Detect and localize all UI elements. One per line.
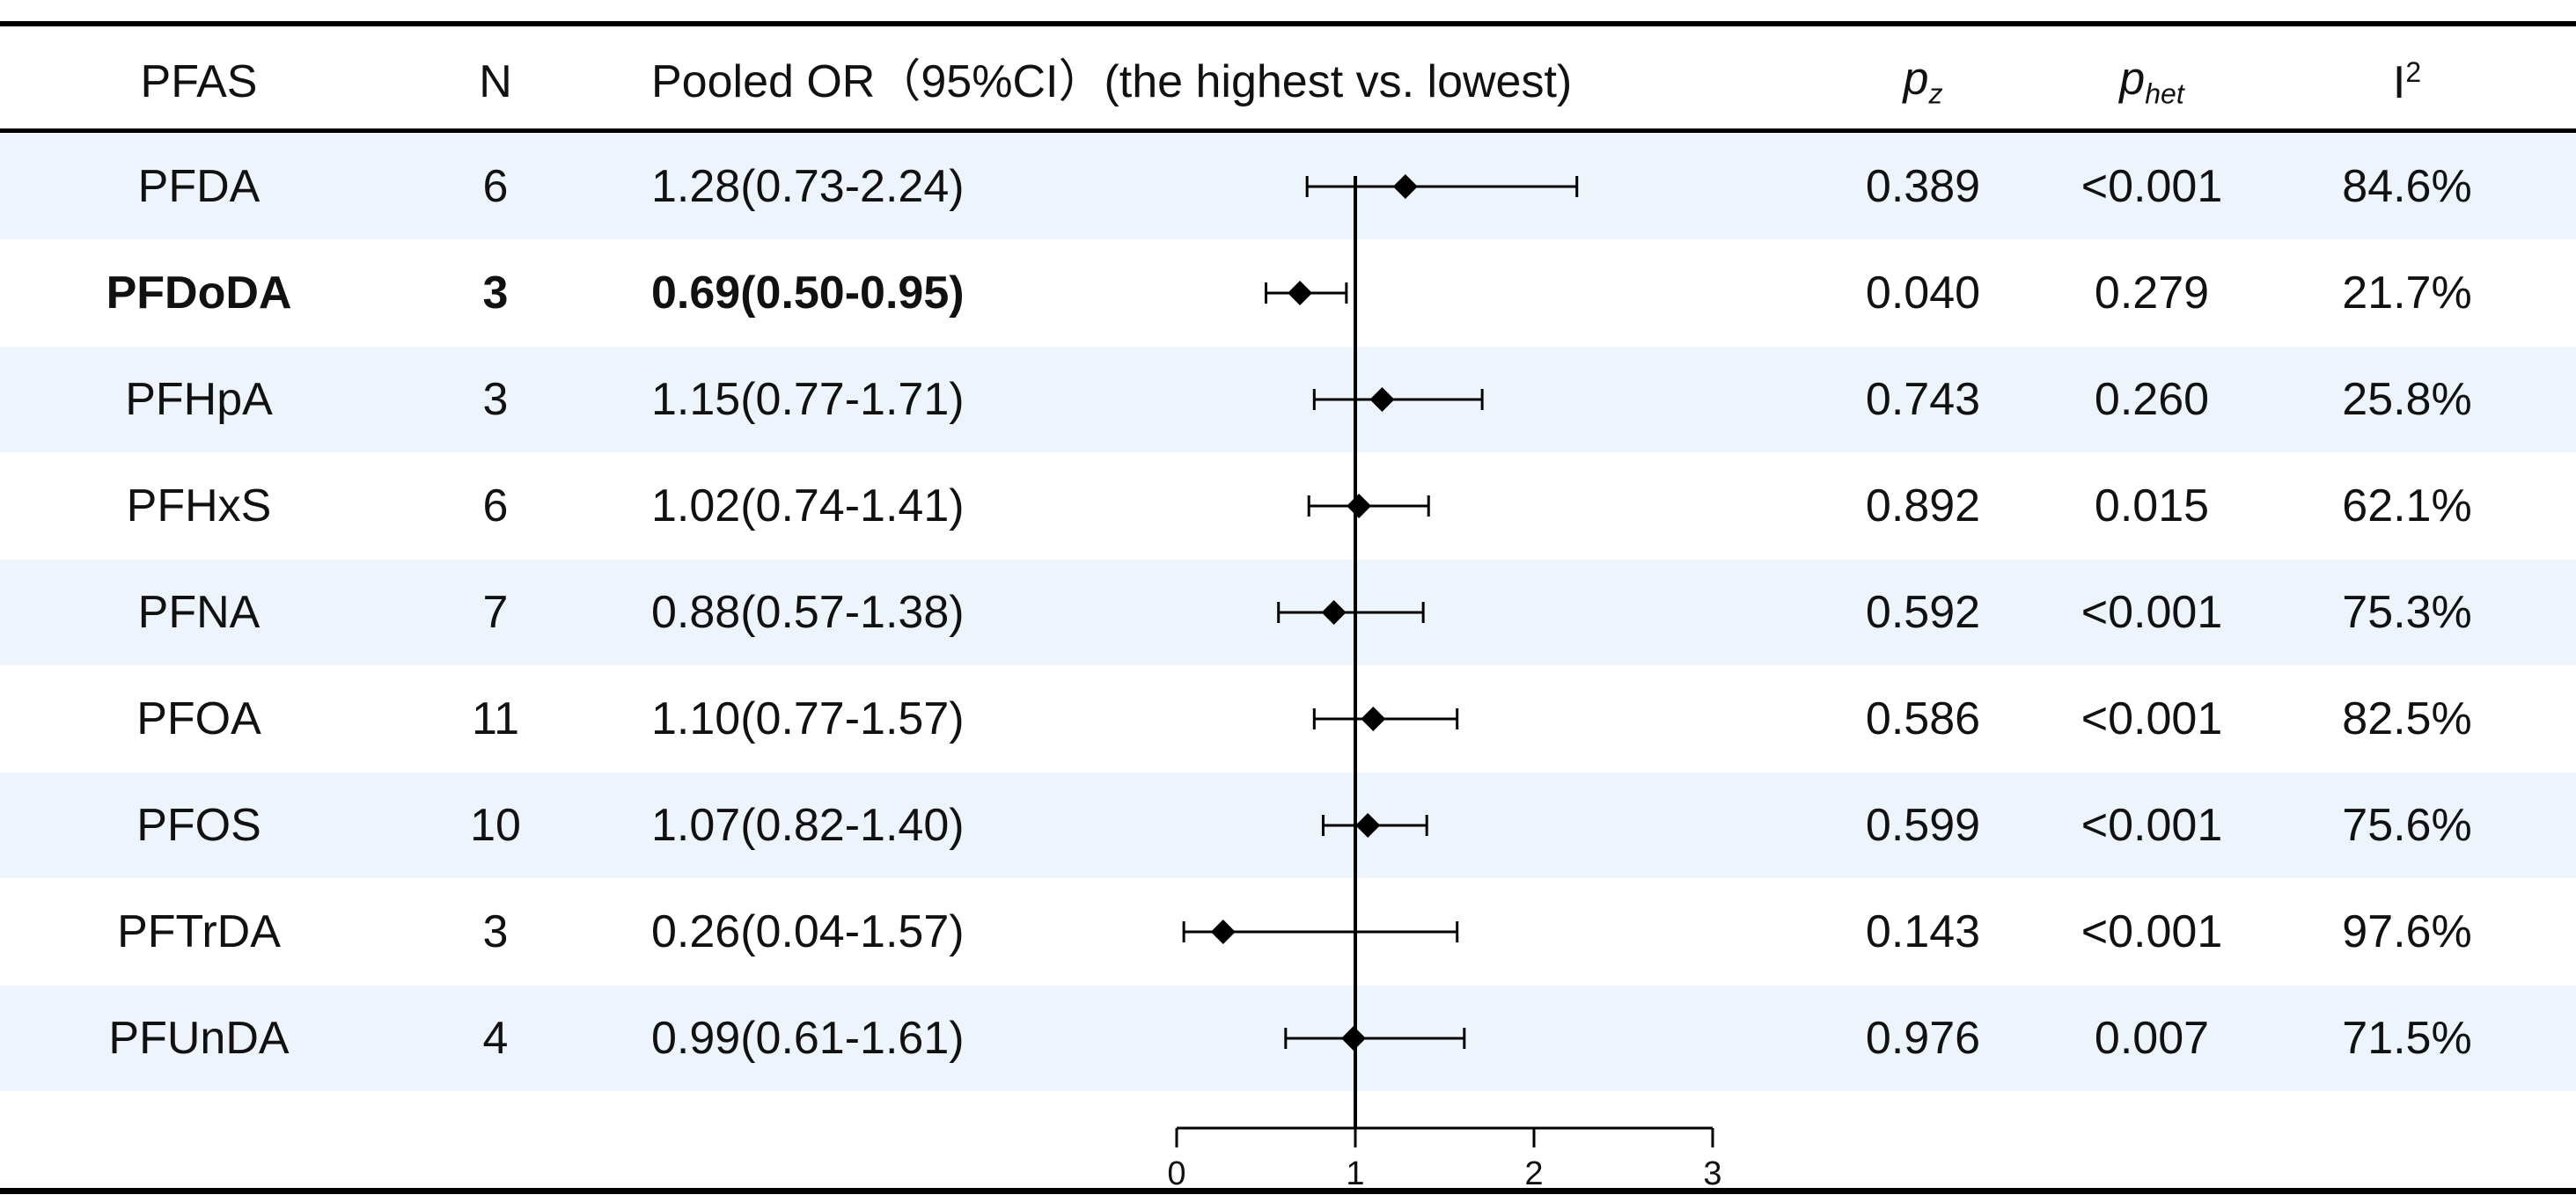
header-pfas: PFAS	[140, 56, 258, 107]
header-rule	[0, 128, 2576, 133]
cell-or-text: 0.88(0.57-1.38)	[651, 587, 965, 638]
cell-or-text: 0.69(0.50-0.95)	[651, 268, 965, 319]
header-pz: pz	[1904, 55, 1943, 107]
cell-phet: 0.260	[2094, 374, 2210, 425]
cell-pfas: PFHpA	[125, 374, 273, 425]
point-estimate	[1340, 1026, 1366, 1051]
header-phet-script: het	[2145, 77, 2184, 110]
row-band	[0, 134, 2576, 239]
header-pz-script: z	[1928, 77, 1943, 110]
cell-or-text: 1.07(0.82-1.40)	[651, 800, 965, 851]
cell-n: 6	[482, 161, 509, 212]
x-tick-label: 2	[1524, 1155, 1543, 1192]
header-pooled-or: Pooled OR（95%CI）(the highest vs. lowest)	[651, 56, 1573, 107]
cell-i2: 21.7%	[2342, 268, 2472, 319]
point-estimate	[1392, 174, 1418, 199]
x-tick-label: 3	[1703, 1155, 1721, 1192]
cell-pz: 0.892	[1865, 480, 1981, 531]
cell-pz: 0.592	[1865, 587, 1981, 638]
cell-or-text: 1.28(0.73-2.24)	[651, 161, 965, 212]
cell-pfas: PFNA	[137, 587, 261, 638]
cell-pz: 0.040	[1865, 268, 1981, 319]
cell-pfas: PFUnDA	[108, 1013, 290, 1064]
cell-n: 10	[470, 800, 521, 851]
cell-phet: 0.279	[2094, 268, 2210, 319]
cell-pfas: PFDoDA	[106, 268, 292, 319]
cell-or-text: 1.15(0.77-1.71)	[651, 374, 965, 425]
cell-pfas: PFHxS	[126, 480, 272, 531]
cell-pz: 0.389	[1865, 161, 1981, 212]
bottom-rule	[0, 1188, 2576, 1194]
cell-phet: <0.001	[2081, 161, 2223, 212]
x-tick-label: 0	[1167, 1155, 1185, 1192]
cell-phet: <0.001	[2081, 693, 2223, 744]
header-pz-main: p	[1903, 53, 1929, 105]
cell-n: 3	[482, 374, 509, 425]
point-estimate	[1288, 281, 1313, 305]
cell-n: 11	[472, 693, 519, 744]
header-i2-main: I	[2392, 57, 2406, 109]
row-band	[0, 347, 2576, 452]
cell-n: 3	[482, 906, 509, 957]
cell-pz: 0.599	[1865, 800, 1981, 851]
point-estimate	[1355, 813, 1381, 838]
x-tick-label: 1	[1346, 1155, 1364, 1192]
cell-i2: 75.6%	[2342, 800, 2472, 851]
cell-i2: 62.1%	[2342, 480, 2472, 531]
header-phet-main: p	[2119, 53, 2146, 105]
cell-or-text: 1.10(0.77-1.57)	[651, 693, 965, 744]
cell-phet: <0.001	[2081, 906, 2223, 957]
cell-pfas: PFTrDA	[117, 906, 281, 957]
point-estimate	[1369, 387, 1395, 412]
point-estimate	[1321, 600, 1347, 625]
point-estimate	[1361, 707, 1386, 731]
cell-n: 3	[482, 268, 509, 319]
cell-i2: 71.5%	[2342, 1013, 2472, 1064]
cell-phet: <0.001	[2081, 587, 2223, 638]
cell-phet: <0.001	[2081, 800, 2223, 851]
header-i2: I2	[2393, 58, 2421, 106]
cell-pz: 0.586	[1865, 693, 1981, 744]
point-estimate	[1347, 494, 1372, 518]
cell-i2: 75.3%	[2342, 587, 2472, 638]
cell-i2: 25.8%	[2342, 374, 2472, 425]
point-estimate	[1210, 920, 1236, 944]
header-phet: phet	[2119, 55, 2183, 107]
cell-n: 6	[482, 480, 509, 531]
header-i2-script: 2	[2405, 55, 2422, 88]
row-band	[0, 773, 2576, 878]
top-rule	[0, 21, 2576, 26]
cell-i2: 84.6%	[2342, 161, 2472, 212]
cell-pfas: PFOA	[136, 693, 261, 744]
header-n: N	[479, 56, 512, 107]
cell-n: 7	[482, 587, 509, 638]
cell-or-text: 0.26(0.04-1.57)	[651, 906, 965, 957]
cell-phet: 0.007	[2094, 1013, 2210, 1064]
cell-i2: 82.5%	[2342, 693, 2472, 744]
cell-or-text: 1.02(0.74-1.41)	[651, 480, 965, 531]
cell-pz: 0.143	[1865, 906, 1981, 957]
cell-pfas: PFOS	[136, 800, 261, 851]
cell-pz: 0.976	[1865, 1013, 1981, 1064]
cell-pfas: PFDA	[137, 161, 261, 212]
cell-pz: 0.743	[1865, 374, 1981, 425]
cell-phet: 0.015	[2094, 480, 2210, 531]
cell-i2: 97.6%	[2342, 906, 2472, 957]
cell-or-text: 0.99(0.61-1.61)	[651, 1013, 965, 1064]
cell-n: 4	[482, 1013, 509, 1064]
